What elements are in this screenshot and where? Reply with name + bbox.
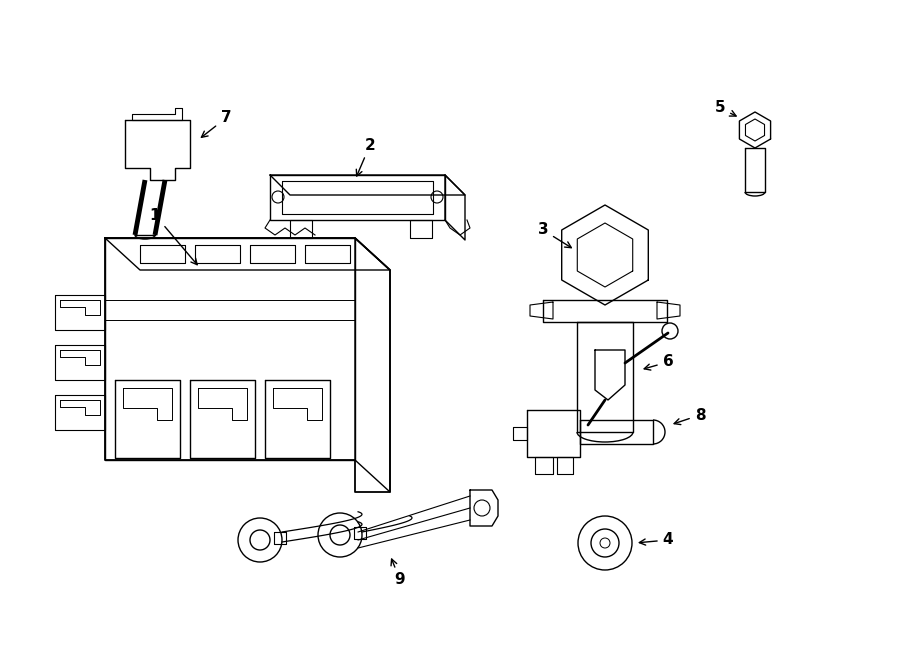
Text: 3: 3 (537, 223, 572, 248)
Text: 8: 8 (674, 407, 706, 424)
Text: 4: 4 (639, 533, 673, 547)
Text: 7: 7 (202, 110, 231, 137)
Text: 9: 9 (391, 559, 405, 588)
Text: 2: 2 (356, 137, 375, 176)
Text: 5: 5 (715, 100, 736, 116)
Text: 1: 1 (149, 208, 197, 264)
Text: 6: 6 (644, 354, 673, 370)
